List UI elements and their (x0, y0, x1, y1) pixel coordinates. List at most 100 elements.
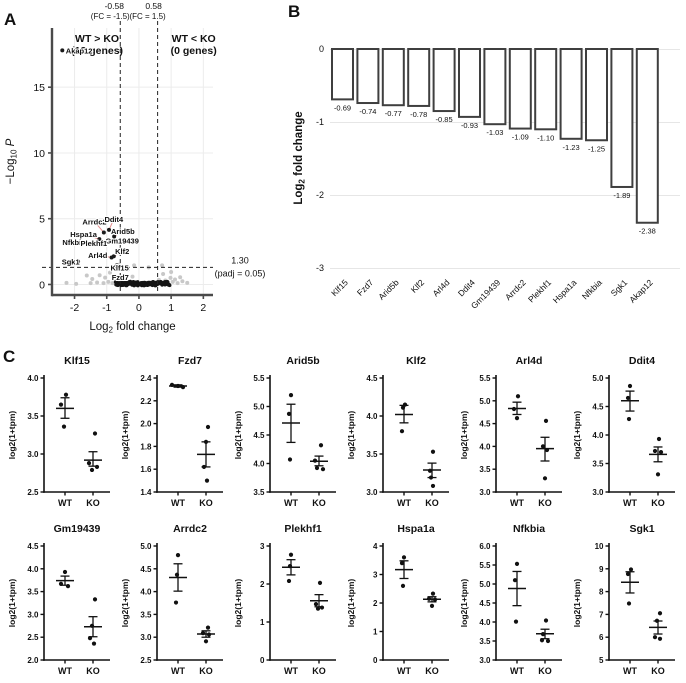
y-tick-label: 1 (260, 618, 265, 627)
data-point (656, 436, 662, 442)
dot-plot-Arrdc2: Arrdc2 2.5 3.0 3.5 4.0 4.5 5.0 WT KO log2(1+tpm) (120, 523, 223, 676)
data-point (513, 619, 519, 624)
dot-plot-Arl4d: Arl4d 3.0 3.5 4.0 4.5 5.0 5.5 WT KO log2(1+tpm) (459, 355, 562, 508)
data-point (655, 472, 661, 477)
gene-point (97, 237, 102, 242)
dot-plot-Klf2: Klf2 3.0 3.5 4.0 4.5 WT KO log2(1+tpm) (346, 355, 449, 508)
y-tick-label: 2.4 (140, 374, 152, 383)
bar (610, 48, 634, 188)
data-point (654, 618, 660, 623)
bar-category-label: Arid5b (376, 277, 401, 302)
svg-text:(FC = 1.5): (FC = 1.5) (129, 12, 166, 21)
svg-text:2: 2 (200, 302, 206, 314)
svg-text:(13 genes): (13 genes) (71, 45, 123, 57)
data-point (540, 444, 546, 449)
data-point (180, 385, 186, 390)
bar-category-label: Hspa1a (551, 277, 579, 305)
category-label: KO (199, 498, 213, 508)
bar-value: -2.38 (639, 227, 656, 236)
category-label: WT (623, 498, 637, 508)
gene-label: Gm19439 (106, 237, 139, 246)
y-tick-label: 4.0 (479, 442, 491, 451)
y-tick-label: 4.0 (140, 588, 152, 597)
data-point (542, 476, 548, 481)
bar-value: -1.03 (486, 128, 503, 137)
bar-value: -0.74 (359, 107, 376, 116)
dot-plot-Gm19439: Gm19439 2.0 2.5 3.0 3.5 4.0 4.5 WT KO log2(1+tpm) (7, 523, 110, 676)
dot-plot-Hspa1a: Hspa1a 0 1 2 3 4 WT KO log2(1+tpm) (346, 523, 449, 676)
y-tick-label: 3.5 (366, 450, 378, 459)
data-point (539, 638, 545, 643)
gene-label: Sgk1 (62, 257, 80, 266)
y-tick-label: 3.5 (253, 488, 265, 497)
data-point (174, 572, 180, 577)
gene-point (101, 242, 106, 247)
y-tick-label: 1.8 (140, 442, 152, 451)
category-label: WT (510, 666, 524, 676)
data-point (92, 431, 98, 436)
data-point (61, 424, 67, 429)
svg-text:10: 10 (33, 148, 45, 160)
dot-plot-Nfkbia: Nfkbia 3.0 3.5 4.0 4.5 5.0 5.5 6.0 WT KO log2(1+tp… (459, 523, 562, 676)
gene-label: Fzd7 (112, 273, 129, 282)
right-group-label: WT < KO (172, 33, 216, 45)
data-point (286, 578, 292, 584)
y-tick-label: 2 (373, 599, 378, 608)
y-tick-label: 4.5 (253, 431, 265, 440)
volcano-background-points (64, 262, 190, 288)
gene-point (103, 239, 108, 244)
data-point (58, 581, 64, 586)
category-label: WT (284, 498, 298, 508)
y-axis-label: log2(1+tpm) (346, 411, 356, 460)
data-point (320, 467, 326, 472)
y-tick-label: 2.0 (140, 420, 152, 429)
data-point (89, 467, 95, 473)
data-point (169, 382, 175, 387)
bar-category-label: Akap12 (627, 277, 655, 305)
gene-point (113, 274, 118, 279)
svg-text:0: 0 (136, 302, 142, 314)
dot-plot-Fzd7: Fzd7 1.4 1.6 1.8 2.0 2.2 2.4 WT KO log2(1+tpm) (120, 355, 223, 508)
y-tick-label: 5.5 (253, 374, 265, 383)
y-tick-label: 4.0 (253, 460, 265, 469)
data-point (428, 475, 434, 480)
plot-title: Hspa1a (397, 523, 435, 535)
volcano-plot: -2 -1 0 1 2 0 5 10 15 Log2 fold change −Log10 P -0.… (5, 1, 266, 335)
data-point (426, 596, 432, 601)
data-point (94, 464, 100, 470)
data-point (206, 632, 212, 637)
category-label: KO (538, 498, 552, 508)
data-point (287, 564, 293, 569)
data-point (91, 641, 97, 646)
data-point (89, 623, 95, 628)
y-tick-label: 7 (599, 610, 604, 619)
bar (458, 48, 481, 118)
bar-category-label: Sgk1 (609, 277, 630, 298)
y-axis-label: log2(1+tpm) (459, 411, 469, 460)
y-tick-label: 4.5 (27, 542, 39, 551)
dot-plot-Sgk1: Sgk1 5 6 7 8 9 10 WT KO log2(1+tpm) (572, 523, 675, 676)
y-tick-label: 4.5 (366, 374, 378, 383)
svg-text:(padj = 0.05): (padj = 0.05) (215, 268, 266, 278)
y-tick-label: 3.5 (140, 610, 152, 619)
y-tick-label: 8 (599, 588, 604, 597)
y-tick-label: 1.6 (140, 465, 152, 474)
category-label: KO (312, 498, 326, 508)
gene-point (76, 259, 81, 264)
y-axis-label: log2(1+tpm) (572, 579, 582, 628)
y-tick-label: 2.5 (27, 488, 39, 497)
y-axis-label: log2(1+tpm) (233, 579, 243, 628)
y-tick-label: 4 (373, 542, 378, 551)
bar (635, 48, 659, 224)
data-point (402, 402, 408, 407)
y-tick-label: 4.5 (592, 403, 604, 412)
y-tick-label: 2.5 (27, 633, 39, 642)
y-tick-label: 3.0 (592, 488, 604, 497)
bar-axis: 0 -1 -2 -3 Log2 fold change (293, 44, 324, 273)
bar (508, 48, 532, 130)
data-point (652, 635, 658, 640)
y-tick-label: 3.5 (479, 465, 491, 474)
bar-category-label: Ddit4 (456, 277, 477, 298)
svg-text:-1: -1 (316, 117, 324, 127)
gene-label: Arid5b (111, 227, 135, 236)
